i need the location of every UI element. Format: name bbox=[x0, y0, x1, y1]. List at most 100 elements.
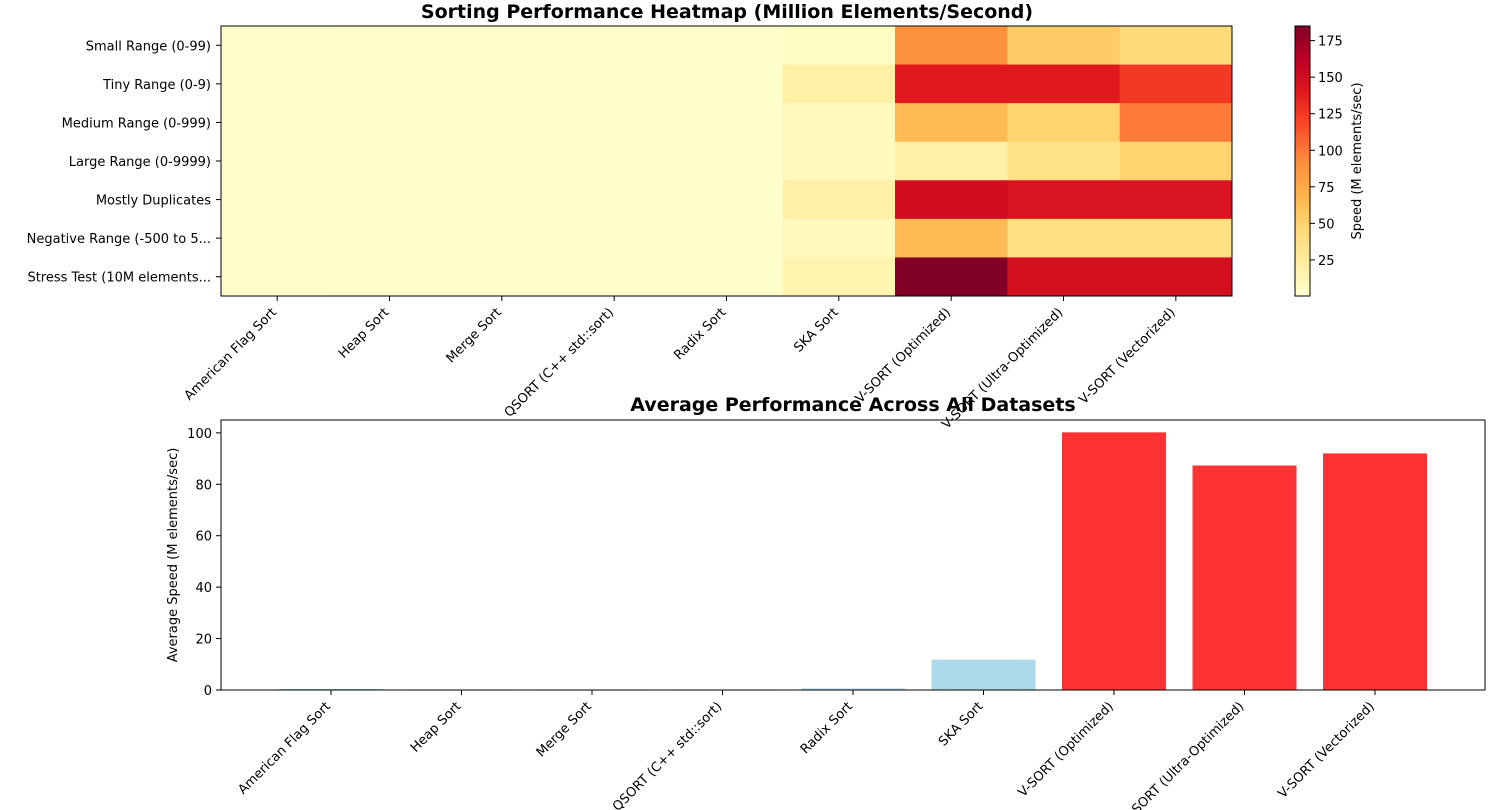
heatmap-cell bbox=[782, 103, 896, 143]
bar bbox=[1192, 465, 1297, 690]
heatmap-cell bbox=[670, 257, 784, 297]
heatmap-cell bbox=[782, 218, 896, 258]
heatmap-cell bbox=[445, 180, 559, 220]
heatmap-cell bbox=[1007, 64, 1121, 104]
heatmap-cell bbox=[1007, 26, 1121, 66]
heatmap-cell bbox=[445, 141, 559, 181]
heatmap-cell bbox=[670, 26, 784, 66]
heatmap-cell bbox=[670, 141, 784, 181]
heatmap-cell bbox=[670, 218, 784, 258]
bar-x-tick-label: Radix Sort bbox=[798, 699, 856, 757]
heatmap-column-label: American Flag Sort bbox=[182, 305, 280, 403]
heatmap-cell bbox=[895, 218, 1008, 258]
heatmap-cell bbox=[1007, 180, 1121, 220]
bar-x-tick-label: American Flag Sort bbox=[235, 699, 333, 797]
heatmap-cell bbox=[333, 64, 447, 104]
bar bbox=[279, 688, 383, 690]
heatmap-cell bbox=[221, 257, 334, 297]
heatmap-cell bbox=[895, 64, 1008, 104]
colorbar-tick-label: 175 bbox=[1318, 35, 1343, 50]
heatmap-panel: Sorting Performance Heatmap (Million Ele… bbox=[27, 1, 1233, 432]
heatmap-cell bbox=[221, 26, 334, 66]
heatmap-cell bbox=[782, 141, 896, 181]
bar-y-tick-label: 0 bbox=[204, 684, 212, 699]
heatmap-cell bbox=[558, 257, 671, 297]
heatmap-cell bbox=[1119, 141, 1233, 181]
heatmap-column-label: Heap Sort bbox=[336, 305, 392, 361]
heatmap-cell bbox=[333, 180, 447, 220]
heatmap-column-label: Radix Sort bbox=[671, 305, 729, 363]
heatmap-column-label: V-SORT (Optimized) bbox=[853, 305, 954, 406]
colorbar-label: Speed (M elements/sec) bbox=[1350, 82, 1365, 239]
colorbar-tick-label: 150 bbox=[1318, 71, 1343, 86]
heatmap-cell bbox=[333, 26, 447, 66]
heatmap-cell bbox=[1007, 103, 1121, 143]
heatmap-cell bbox=[333, 103, 447, 143]
heatmap-cell bbox=[895, 26, 1008, 66]
heatmap-cell bbox=[1007, 141, 1121, 181]
bar-series bbox=[279, 432, 1427, 691]
heatmap-row-labels: Small Range (0-99) Tiny Range (0-9) Medium… bbox=[27, 39, 221, 286]
heatmap-cell bbox=[895, 257, 1008, 297]
bar-title: Average Performance Across All Datasets bbox=[630, 394, 1075, 416]
heatmap-cell bbox=[221, 218, 334, 258]
heatmap-cell bbox=[782, 257, 896, 297]
heatmap-cell bbox=[558, 218, 671, 258]
heatmap-cell bbox=[782, 26, 896, 66]
bar-y-ticks: 0 20 40 60 80 100 bbox=[187, 427, 221, 699]
heatmap-cell bbox=[782, 180, 896, 220]
heatmap-row-label: Medium Range (0-999) bbox=[62, 116, 211, 131]
heatmap-cell bbox=[221, 64, 334, 104]
heatmap-cell bbox=[1007, 257, 1121, 297]
heatmap-cell bbox=[670, 180, 784, 220]
heatmap-row-label: Tiny Range (0-9) bbox=[102, 78, 211, 93]
colorbar-tick-label: 75 bbox=[1318, 181, 1335, 196]
colorbar-tick-label: 25 bbox=[1318, 254, 1335, 269]
bar-panel: 0 20 40 60 80 100 American Flag Sort Heap Sort… bbox=[166, 394, 1486, 810]
bar bbox=[1323, 453, 1427, 690]
heatmap-cell bbox=[558, 180, 671, 220]
heatmap-cell bbox=[1119, 218, 1233, 258]
heatmap-cell bbox=[445, 26, 559, 66]
bar bbox=[801, 688, 905, 690]
heatmap-cell bbox=[895, 141, 1008, 181]
heatmap-row-label: Mostly Duplicates bbox=[96, 194, 211, 209]
bar-x-tick-label: Merge Sort bbox=[534, 699, 595, 760]
bar-x-tick-label: V-SORT (Ultra-Optimized) bbox=[1120, 699, 1247, 810]
heatmap-column-label: QSORT (C++ std::sort) bbox=[502, 305, 617, 420]
heatmap-row-label: Large Range (0-9999) bbox=[69, 155, 211, 170]
bar-x-tick-label: QSORT (C++ std::sort) bbox=[610, 699, 725, 810]
bar-x-tick-label: V-SORT (Optimized) bbox=[1016, 699, 1117, 800]
heatmap-cell bbox=[670, 64, 784, 104]
bar-y-tick-label: 80 bbox=[195, 478, 212, 493]
colorbar-tick-label: 125 bbox=[1318, 108, 1343, 123]
heatmap-cell bbox=[558, 64, 671, 104]
bar-x-tick-label: V-SORT (Vectorized) bbox=[1275, 699, 1377, 801]
heatmap-cell bbox=[558, 141, 671, 181]
heatmap-cell bbox=[333, 257, 447, 297]
heatmap-cell bbox=[333, 218, 447, 258]
bar-x-tick-label: SKA Sort bbox=[936, 699, 986, 749]
heatmap-cell bbox=[221, 103, 334, 143]
heatmap-cell bbox=[1119, 26, 1233, 66]
heatmap-cell bbox=[445, 64, 559, 104]
bar-y-tick-label: 20 bbox=[195, 633, 212, 648]
heatmap-cell bbox=[1119, 257, 1233, 297]
heatmap-cell bbox=[1119, 103, 1233, 143]
heatmap-column-label: V-SORT (Vectorized) bbox=[1076, 305, 1178, 407]
colorbar-tick-label: 100 bbox=[1318, 144, 1343, 159]
heatmap-cell bbox=[1119, 64, 1233, 104]
bar bbox=[1062, 432, 1166, 690]
colorbar-tick-label: 50 bbox=[1318, 217, 1335, 232]
bar-y-axis-label: Average Speed (M elements/sec) bbox=[166, 448, 181, 663]
heatmap-row-label: Small Range (0-99) bbox=[86, 39, 211, 54]
heatmap-title: Sorting Performance Heatmap (Million Ele… bbox=[421, 1, 1033, 23]
bar-y-tick-label: 100 bbox=[187, 427, 212, 442]
heatmap-cell bbox=[445, 257, 559, 297]
heatmap-cell bbox=[445, 103, 559, 143]
heatmap-cell bbox=[895, 103, 1008, 143]
colorbar-gradient bbox=[1294, 25, 1311, 297]
heatmap-cell bbox=[558, 26, 671, 66]
heatmap-cell bbox=[558, 103, 671, 143]
